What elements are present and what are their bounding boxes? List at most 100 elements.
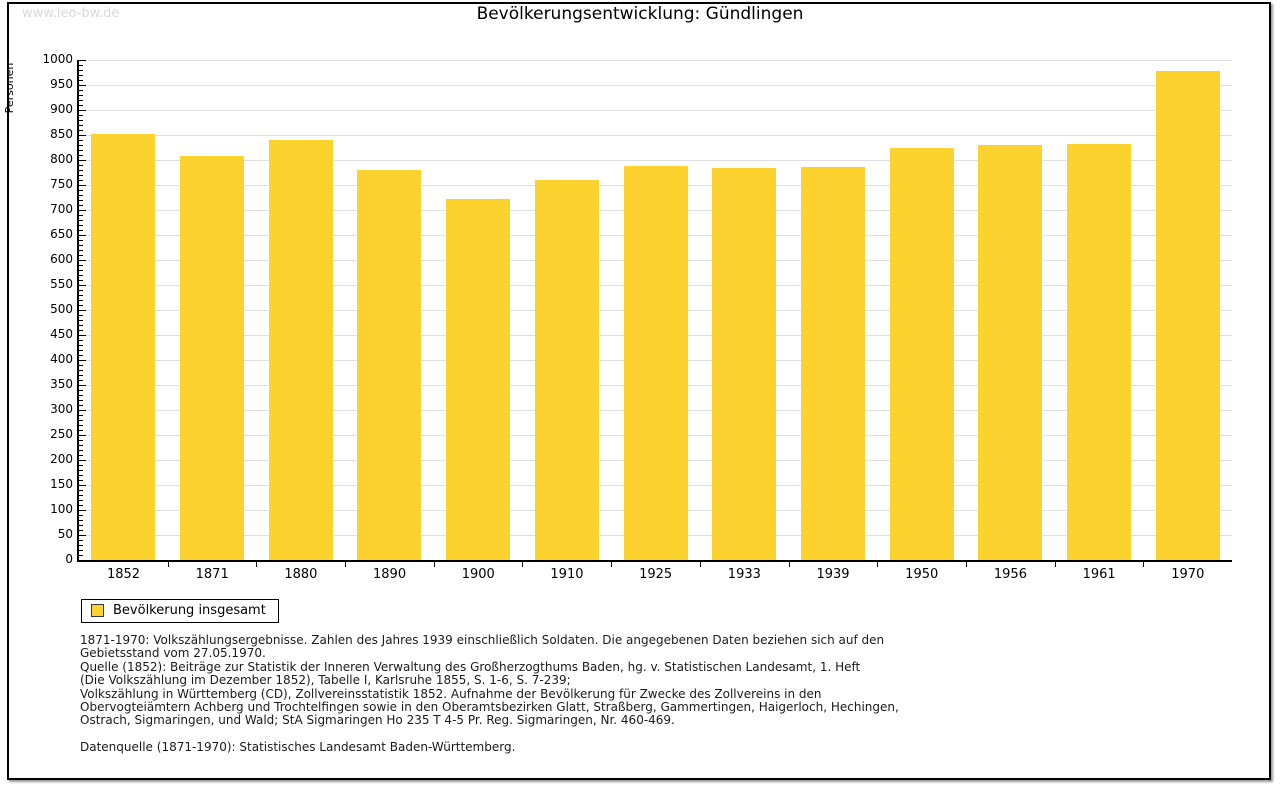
bar-1956 <box>978 144 1043 560</box>
footnote-line: Volkszählung in Württemberg (CD), Zollve… <box>80 686 822 701</box>
y-minor-tick <box>79 70 83 71</box>
y-minor-tick <box>79 505 83 506</box>
y-minor-tick <box>79 250 83 251</box>
y-minor-tick <box>79 215 83 216</box>
x-boundary-tick <box>345 562 347 567</box>
footnote-line: Gebietsstand vom 27.05.1970. <box>80 646 266 661</box>
site-watermark: www.leo-bw.de <box>22 6 120 21</box>
y-major-tick <box>79 485 86 486</box>
chart-title: Bevölkerungsentwicklung: Gündlingen <box>476 4 804 24</box>
y-minor-tick <box>79 315 83 316</box>
y-minor-tick <box>79 125 83 126</box>
y-minor-tick <box>79 305 83 306</box>
y-tick-label: 800 <box>50 152 73 166</box>
y-tick-label: 950 <box>50 77 73 91</box>
y-tick-label: 350 <box>50 377 73 391</box>
y-minor-tick <box>79 490 83 491</box>
x-boundary-tick <box>788 562 790 567</box>
x-tick-label: 1880 <box>284 567 318 582</box>
y-tick-label: 900 <box>50 102 73 116</box>
y-minor-tick <box>79 550 83 551</box>
y-minor-tick <box>79 365 83 366</box>
y-minor-tick <box>79 375 83 376</box>
y-tick-label: 500 <box>50 302 73 316</box>
y-minor-tick <box>79 140 83 141</box>
x-tick-label: 1871 <box>195 567 229 582</box>
y-minor-tick <box>79 325 83 326</box>
x-tick-label: 1900 <box>461 567 495 582</box>
y-major-tick <box>79 285 86 286</box>
y-minor-tick <box>79 545 83 546</box>
y-minor-tick <box>79 370 83 371</box>
footnote-line: Obervogteiämtern Achberg und Trochtelfin… <box>80 700 899 715</box>
bar-1900 <box>446 199 511 560</box>
y-minor-tick <box>79 470 83 471</box>
x-axis-line <box>77 560 1232 562</box>
x-tick-label: 1852 <box>106 567 141 582</box>
x-tick-label: 1970 <box>1171 567 1205 582</box>
y-minor-tick <box>79 170 83 171</box>
y-minor-tick <box>79 280 83 281</box>
y-minor-tick <box>79 175 83 176</box>
y-tick-label: 200 <box>50 452 73 466</box>
y-minor-tick <box>79 80 83 81</box>
y-tick-label: 1000 <box>42 52 73 66</box>
gridline <box>79 135 1232 136</box>
y-tick-label: 100 <box>50 502 73 516</box>
bar-1961 <box>1066 143 1131 560</box>
y-minor-tick <box>79 200 83 201</box>
x-tick-label: 1961 <box>1082 567 1116 582</box>
legend-label: Bevölkerung insgesamt <box>113 603 266 618</box>
y-minor-tick <box>79 145 83 146</box>
x-boundary-tick <box>433 562 435 567</box>
x-boundary-tick <box>699 562 701 567</box>
y-major-tick <box>79 185 86 186</box>
y-major-tick <box>79 335 86 336</box>
y-minor-tick <box>79 300 83 301</box>
x-boundary-tick <box>965 562 967 567</box>
bar-1939 <box>800 166 865 560</box>
x-boundary-tick <box>1143 562 1145 567</box>
bar-1925 <box>623 165 688 560</box>
y-minor-tick <box>79 500 83 501</box>
y-major-tick <box>79 410 86 411</box>
y-major-tick <box>79 210 86 211</box>
y-minor-tick <box>79 155 83 156</box>
gridline <box>79 60 1232 61</box>
x-tick-label: 1933 <box>727 567 761 582</box>
y-tick-label: 400 <box>50 352 73 366</box>
x-boundary-tick <box>877 562 879 567</box>
y-minor-tick <box>79 195 83 196</box>
y-minor-tick <box>79 255 83 256</box>
y-minor-tick <box>79 415 83 416</box>
y-minor-tick <box>79 530 83 531</box>
y-minor-tick <box>79 95 83 96</box>
y-minor-tick <box>79 555 83 556</box>
y-major-tick <box>79 260 86 261</box>
footnote-line: Quelle (1852): Beiträge zur Statistik de… <box>80 659 861 674</box>
y-minor-tick <box>79 405 83 406</box>
y-tick-label: 650 <box>50 227 73 241</box>
y-tick-label: 850 <box>50 127 73 141</box>
y-minor-tick <box>79 420 83 421</box>
gridline <box>79 110 1232 111</box>
y-minor-tick <box>79 540 83 541</box>
y-minor-tick <box>79 270 83 271</box>
y-minor-tick <box>79 225 83 226</box>
y-tick-label: 750 <box>50 177 73 191</box>
y-minor-tick <box>79 480 83 481</box>
y-tick-label: 300 <box>50 402 73 416</box>
bar-1880 <box>268 140 333 560</box>
y-tick-label: 600 <box>50 252 73 266</box>
y-minor-tick <box>79 440 83 441</box>
y-minor-tick <box>79 390 83 391</box>
y-minor-tick <box>79 190 83 191</box>
footnote-line: (Die Volkszählung im Dezember 1852), Tab… <box>80 673 571 688</box>
y-minor-tick <box>79 345 83 346</box>
bar-1890 <box>357 170 422 560</box>
y-minor-tick <box>79 355 83 356</box>
bar-1933 <box>712 167 777 560</box>
y-minor-tick <box>79 515 83 516</box>
x-boundary-tick <box>611 562 613 567</box>
